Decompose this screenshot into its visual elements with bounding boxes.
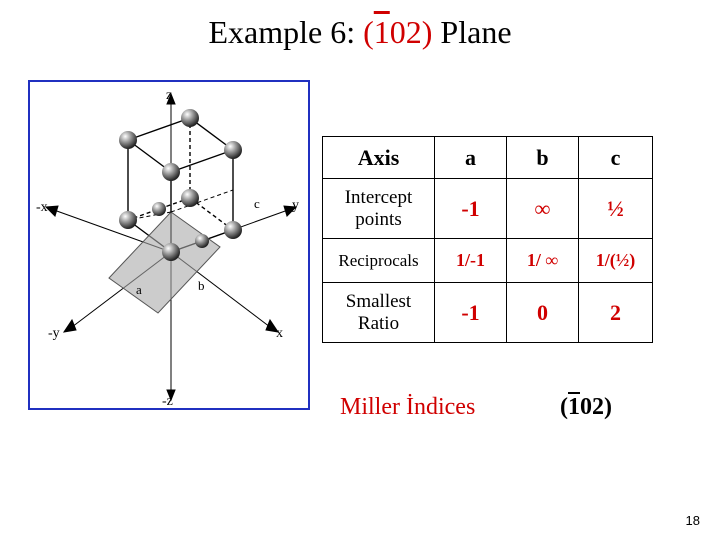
axis-label-nz: -z	[162, 394, 173, 410]
axis-label-z: z	[166, 88, 172, 104]
table-row-header: Axis a b c	[323, 137, 653, 179]
cell-label-b: b	[198, 278, 205, 294]
cell-label-a: a	[136, 282, 142, 298]
miller-overline: 1	[568, 394, 580, 420]
page-number: 18	[686, 513, 700, 528]
title-plane-rest: 02)	[390, 14, 433, 50]
axis-label-x: x	[276, 326, 283, 342]
crystal-svg	[30, 82, 312, 412]
title-suffix: Plane	[432, 14, 511, 50]
title-prefix: Example 6:	[208, 14, 363, 50]
cell-smallest-b: 0	[507, 283, 579, 343]
row-label-intercept: Intercept points	[323, 179, 435, 239]
crystal-figure: z -z y -x x -y a b c	[28, 80, 310, 410]
miller-indices-value: (102)	[560, 394, 612, 421]
miller-rest: 02)	[580, 394, 612, 420]
cell-smallest-a: -1	[435, 283, 507, 343]
table-row-smallest: Smallest Ratio -1 0 2	[323, 283, 653, 343]
cell-smallest-c: 2	[579, 283, 653, 343]
page-title: Example 6: (102) Plane	[0, 14, 720, 51]
title-plane-overline: 1	[374, 14, 390, 50]
title-plane-open: (	[363, 14, 374, 50]
row-label-smallest: Smallest Ratio	[323, 283, 435, 343]
cell-intercept-a: -1	[435, 179, 507, 239]
cell-recip-a: 1/-1	[435, 239, 507, 283]
cell-label-c: c	[254, 196, 260, 212]
cell-intercept-b: ∞	[507, 179, 579, 239]
row-label-recip: Reciprocals	[323, 239, 435, 283]
th-axis: Axis	[323, 137, 435, 179]
th-a: a	[435, 137, 507, 179]
th-b: b	[507, 137, 579, 179]
cell-recip-b: 1/ ∞	[507, 239, 579, 283]
miller-indices-label: Miller İndices	[340, 394, 475, 421]
axis-label-y: y	[292, 198, 299, 214]
cell-intercept-c: ½	[579, 179, 653, 239]
table-row-intercept: Intercept points -1 ∞ ½	[323, 179, 653, 239]
axis-label-ny: -y	[48, 326, 60, 342]
miller-open: (	[560, 394, 568, 420]
miller-table: Axis a b c Intercept points -1 ∞ ½ Recip…	[322, 136, 653, 343]
th-c: c	[579, 137, 653, 179]
cell-recip-c: 1/(½)	[579, 239, 653, 283]
axis-label-nx: -x	[36, 200, 48, 216]
table-row-reciprocals: Reciprocals 1/-1 1/ ∞ 1/(½)	[323, 239, 653, 283]
